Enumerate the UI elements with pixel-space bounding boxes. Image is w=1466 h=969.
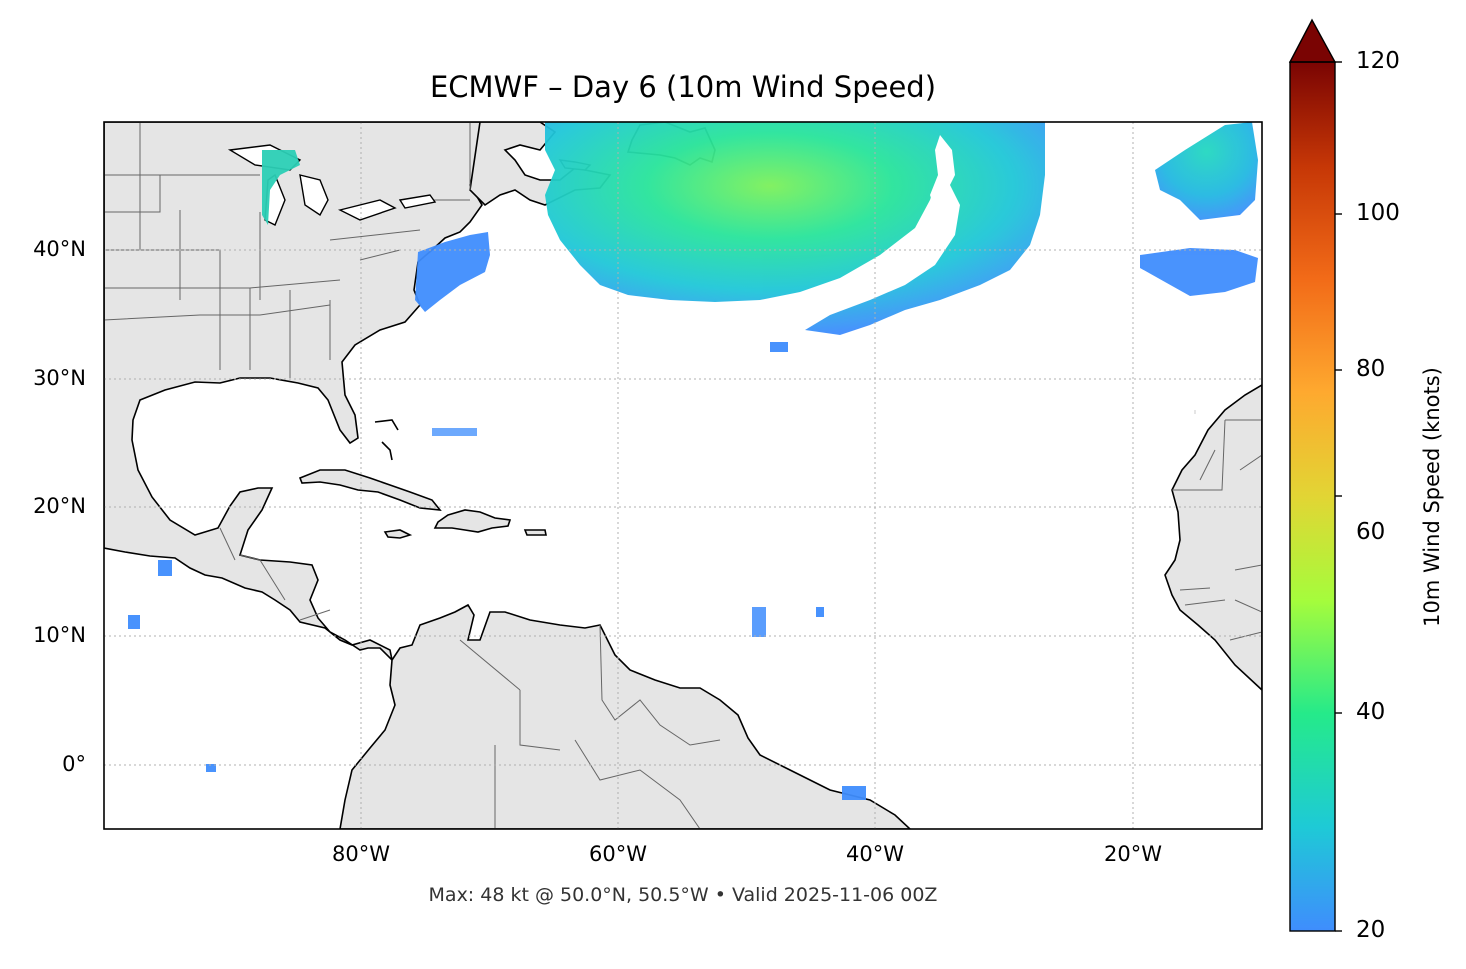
wind-spot-equator	[206, 764, 216, 772]
land-africa	[1164, 384, 1262, 692]
wind-spot-brazil	[842, 786, 866, 800]
lon-tick-label: 40°W	[846, 842, 904, 866]
lat-tick-label: 10°N	[33, 623, 86, 647]
wind-area-east-south	[1140, 248, 1258, 296]
land-north-america	[104, 122, 483, 663]
map-frame	[103, 121, 1263, 830]
lat-tick-label: 30°N	[33, 366, 86, 390]
wind-spot-midatlantic	[752, 607, 766, 637]
wind-spot-bermuda	[770, 342, 788, 352]
land-bahamas	[374, 419, 399, 461]
lat-tick-label: 20°N	[33, 494, 86, 518]
wind-area-us-coast	[415, 232, 490, 312]
wind-area-east	[1155, 122, 1258, 220]
wind-area-north-atlantic	[545, 122, 1045, 335]
wind-gap	[930, 135, 955, 210]
land-puerto-rico	[523, 529, 547, 536]
state-borders	[104, 122, 1262, 829]
lat-tick-label: 40°N	[33, 237, 86, 261]
colorbar-tick-label: 40	[1356, 699, 1386, 725]
wind-spot-caribbean-1	[158, 560, 172, 576]
colorbar-extend-arrow	[1288, 18, 1337, 63]
colorbar-tick-label: 120	[1356, 48, 1400, 74]
wind-field	[128, 122, 1258, 800]
land-canaries	[1194, 410, 1196, 414]
colorbar-label: 10m Wind Speed (knots)	[1420, 367, 1444, 627]
lon-tick-label: 60°W	[589, 842, 647, 866]
colorbar-gradient	[1290, 62, 1335, 931]
lon-tick-label: 80°W	[332, 842, 390, 866]
gridlines	[104, 122, 1262, 829]
wind-spot-bahamas	[432, 428, 477, 436]
wind-area-great-lakes	[262, 150, 300, 225]
colorbar-tick-label: 20	[1356, 917, 1386, 943]
colorbar-tick-label: 80	[1356, 356, 1386, 382]
land-south-america	[339, 603, 912, 829]
land-hispaniola	[433, 509, 512, 533]
map-panel	[104, 122, 1262, 829]
lon-tick-label: 20°W	[1104, 842, 1162, 866]
chart-title: ECMWF – Day 6 (10m Wind Speed)	[429, 70, 937, 104]
wind-spot-midatlantic-2	[816, 607, 824, 617]
land-cuba	[298, 469, 442, 511]
colorbar	[1288, 18, 1342, 932]
colorbar-tick-label: 100	[1356, 200, 1400, 226]
lat-tick-label: 0°	[62, 752, 86, 776]
wind-spot-pacific	[128, 615, 140, 629]
colorbar-tick-label: 60	[1356, 519, 1386, 545]
max-info-footer: Max: 48 kt @ 50.0°N, 50.5°W • Valid 2025…	[428, 884, 938, 906]
land-jamaica	[383, 529, 413, 539]
